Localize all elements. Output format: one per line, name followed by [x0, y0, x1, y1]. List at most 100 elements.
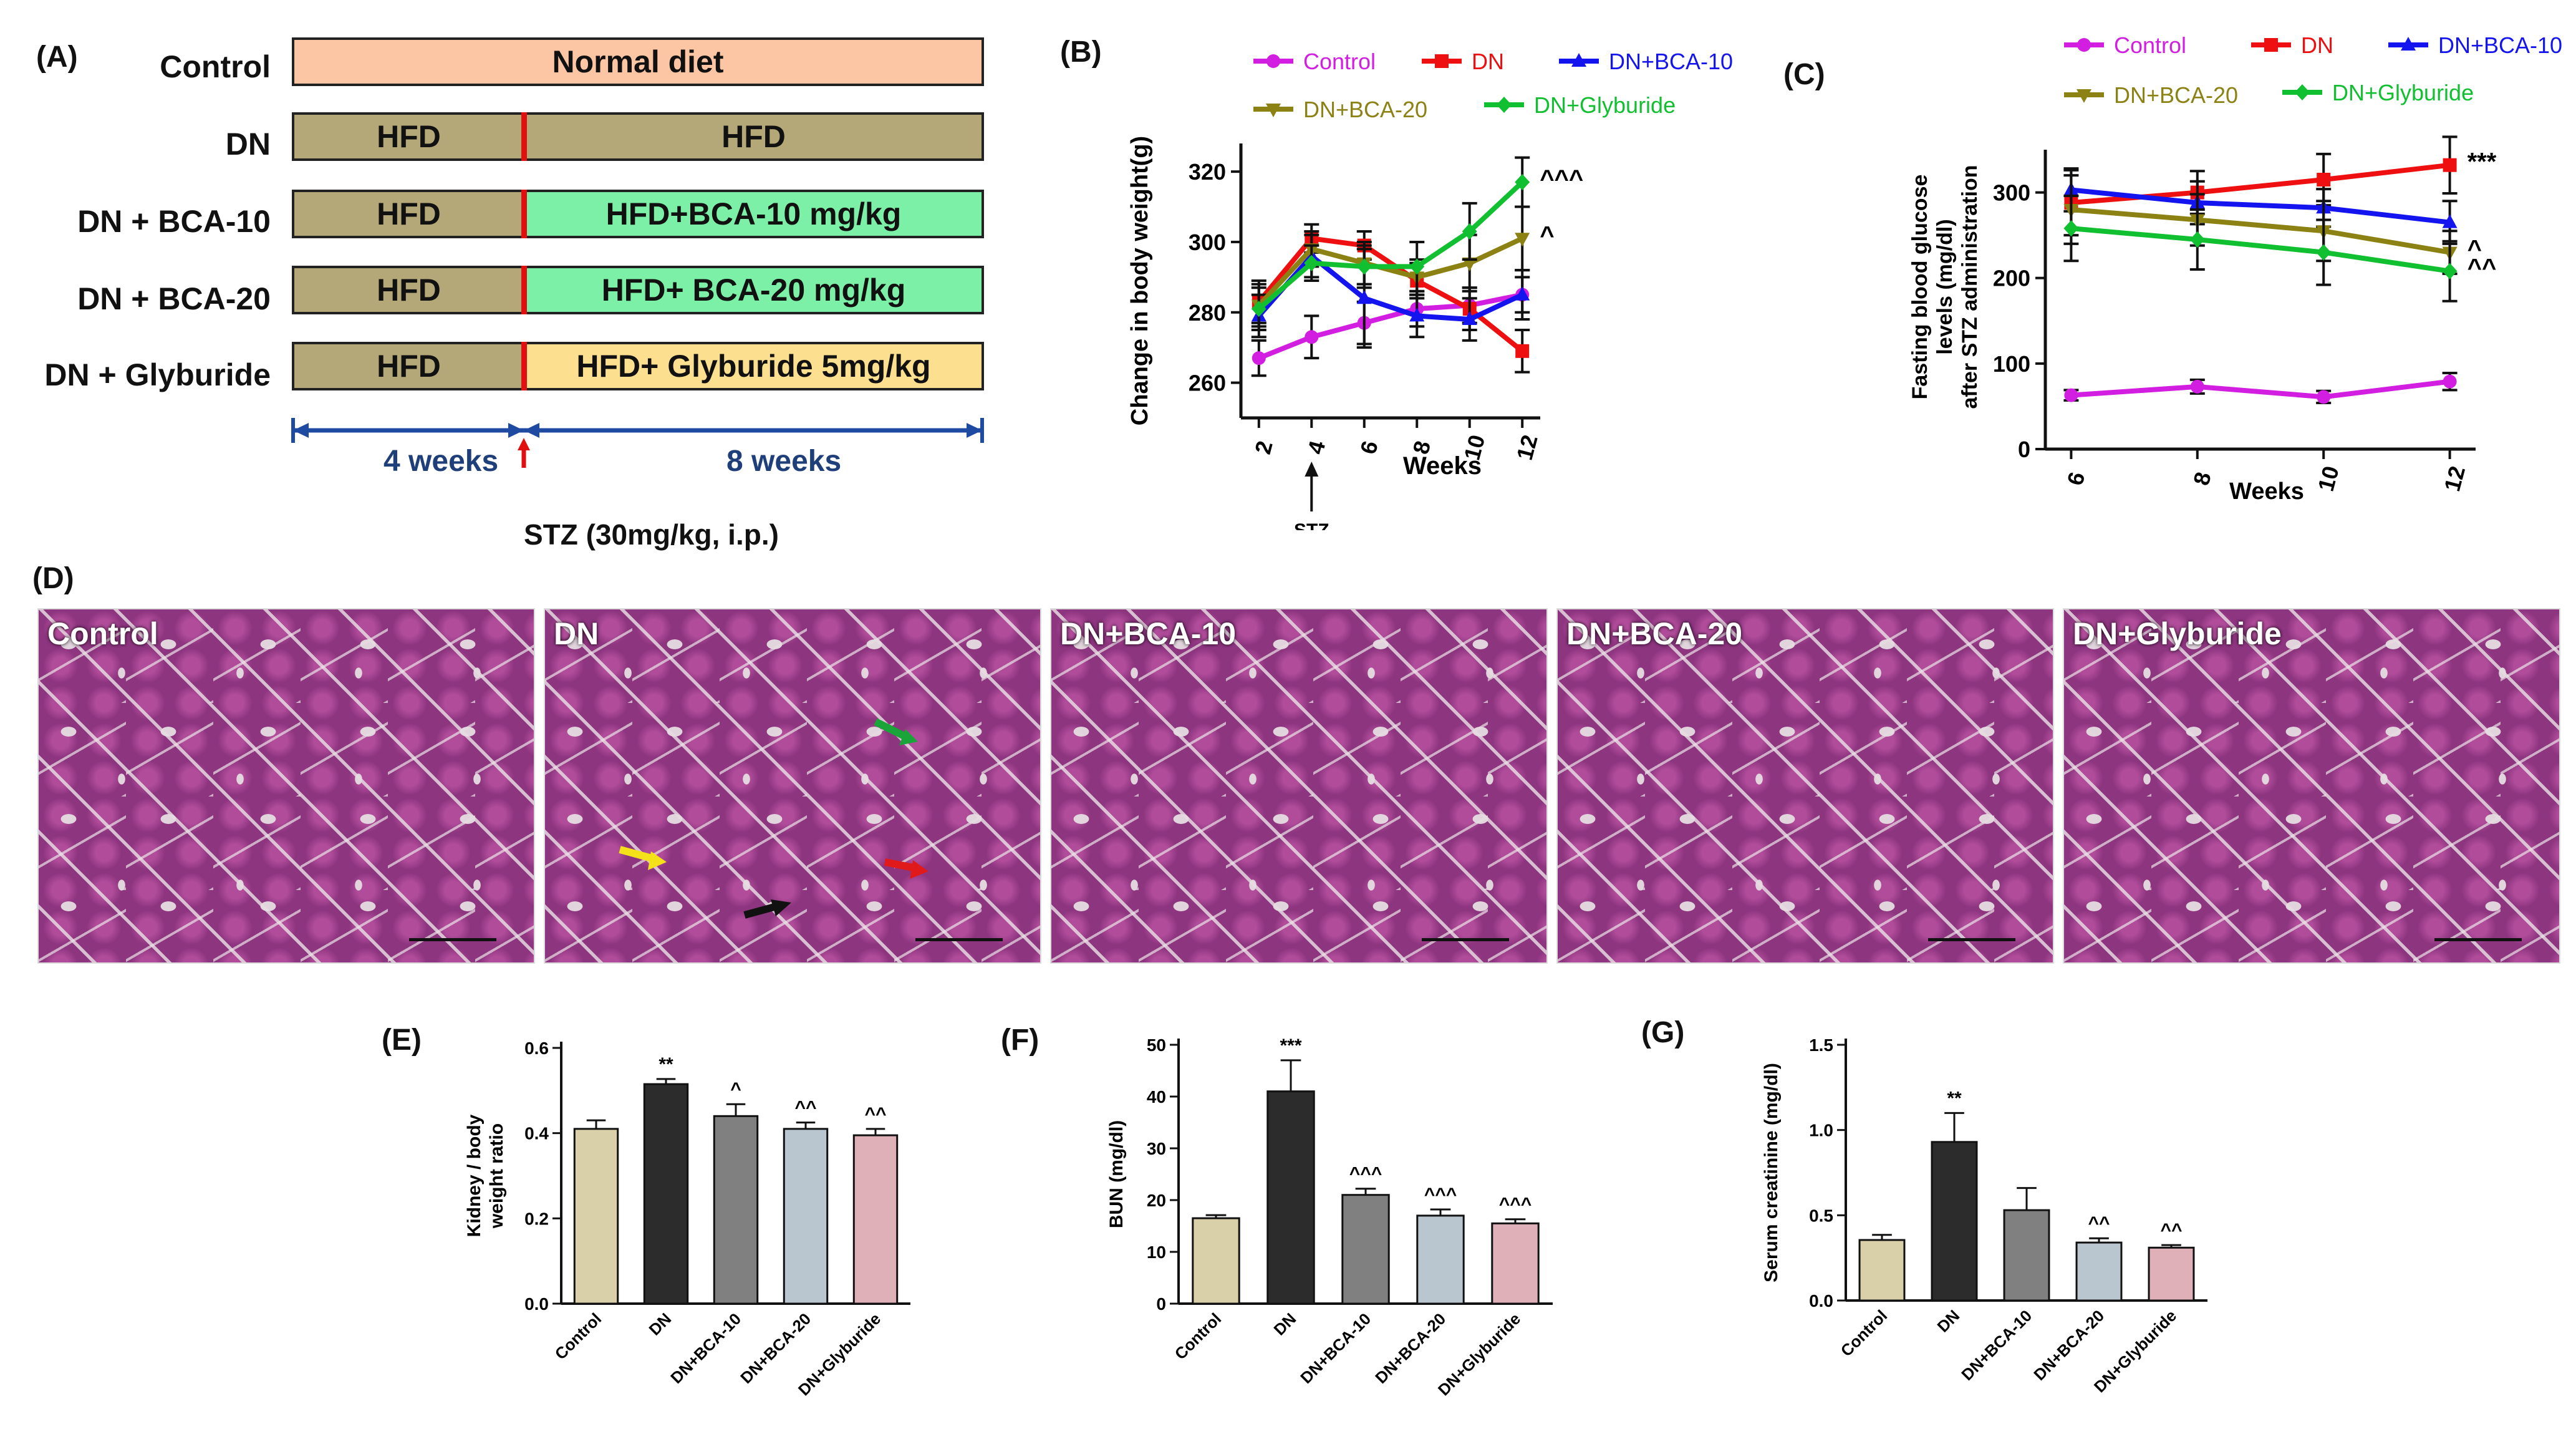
- data-point: [1462, 223, 1477, 240]
- stz-marker-glyb: [521, 342, 527, 390]
- chart-e-kidney-ratio: 0.0 0.2 0.4 0.6 Control ** DN ^ DN+BCA-10 ^^ DN+BC…: [464, 1039, 910, 1399]
- y-tick-label: 280: [1189, 300, 1226, 326]
- diet-bar-bca10-hfd: HFD: [292, 190, 526, 238]
- stz-marker-bca20: [521, 266, 527, 314]
- x-axis-title: Weeks: [1403, 452, 1482, 480]
- data-point: [2189, 231, 2205, 248]
- data-point: [1409, 308, 1425, 322]
- significance-label: ^^: [864, 1104, 886, 1125]
- data-point: [1515, 286, 1530, 301]
- yellow-arrow-icon: [619, 846, 667, 870]
- x-tick-label: DN: [1270, 1309, 1300, 1339]
- x-tick-label: Control: [1171, 1309, 1225, 1364]
- red-arrow-icon: [884, 858, 929, 879]
- y-tick-label: 200: [1993, 266, 2030, 291]
- y-tick-label: 300: [1189, 230, 1226, 255]
- row-label-dn-bca10: DN + BCA-10: [77, 204, 271, 239]
- significance-label: ***: [2467, 148, 2497, 176]
- scale-bar: [915, 938, 1003, 941]
- y-tick-label: 320: [1189, 159, 1226, 185]
- bar-Control: [573, 1128, 619, 1305]
- panel-a-label: (A): [36, 41, 78, 74]
- significance-label: ^: [1540, 221, 1554, 249]
- series-line: [2070, 187, 2451, 225]
- x-tick-label: DN+BCA-20: [736, 1309, 814, 1387]
- stz-label: STZ: [1294, 520, 1329, 530]
- diet-bar-dn-treatment: HFD: [523, 112, 984, 161]
- x-tick-label: 2: [1250, 438, 1278, 457]
- y-axis-title: Change in body weight(g): [1127, 136, 1153, 425]
- series-Control: [2063, 371, 2458, 404]
- legend-entry: DN+BCA-20: [2114, 82, 2238, 108]
- series-line: [1258, 292, 1523, 361]
- x-tick-label: Control: [1837, 1306, 1891, 1360]
- period-4-weeks: 4 weeks: [384, 445, 499, 478]
- data-point: [2316, 244, 2332, 261]
- significance-label: ^^: [2467, 254, 2497, 282]
- row-label-control: Control: [160, 49, 271, 84]
- data-point: [2442, 214, 2458, 228]
- data-point: [1251, 301, 1266, 317]
- data-point: [2317, 173, 2331, 187]
- significance-label: ***: [1280, 1035, 1301, 1056]
- chart-c-glucose: 0 100 200 300 6 8 10 12 *** ^^^ Control DN DN+BCA-10…: [1908, 32, 2562, 505]
- legend-entry: DN+BCA-20: [1303, 97, 1427, 122]
- x-tick-label: 8: [2188, 469, 2216, 488]
- legend-marker: [1266, 104, 1281, 117]
- panel-e-label: (E): [382, 1024, 422, 1057]
- legend-marker: [2077, 38, 2091, 52]
- bar-DN+BCA-20: [2075, 1241, 2123, 1302]
- lesion-arrows: [619, 718, 929, 919]
- y-tick-label: 0.5: [1809, 1206, 1833, 1225]
- diet-bar-bca10-treatment: HFD+BCA-10 mg/kg: [523, 190, 984, 238]
- legend-marker: [2077, 89, 2091, 103]
- significance-label: ^: [2467, 236, 2482, 263]
- y-axis-title: levels (mg/dl): [1933, 219, 1957, 354]
- x-tick-label: 6: [2062, 469, 2090, 488]
- x-tick-label: DN+BCA-20: [2030, 1306, 2108, 1384]
- bar-Control: [1858, 1239, 1906, 1302]
- y-tick-label: 50: [1147, 1035, 1166, 1055]
- green-arrow-icon: [874, 718, 918, 745]
- data-point: [1515, 344, 1530, 358]
- significance-label: ^^: [2160, 1220, 2182, 1241]
- histology-bca20-label: DN+BCA-20: [1566, 616, 1743, 651]
- x-tick-label: DN+BCA-20: [1371, 1309, 1449, 1387]
- series-DN+BCA-20: [2063, 174, 2458, 275]
- bar-DN+Glyburide: [852, 1134, 899, 1305]
- panel-g-label: (G): [1641, 1016, 1685, 1049]
- y-tick-label: 0.2: [524, 1209, 549, 1228]
- series-line: [2071, 379, 2451, 400]
- data-point: [1356, 290, 1372, 304]
- data-point: [1409, 258, 1425, 275]
- bar-DN+BCA-10: [1341, 1194, 1390, 1305]
- histology-bca10-label: DN+BCA-10: [1060, 616, 1237, 651]
- data-point: [1252, 351, 1266, 366]
- stz-marker-dn: [521, 112, 527, 161]
- significance-label: ^^^: [1349, 1164, 1382, 1185]
- significance-label: ^: [730, 1079, 741, 1100]
- significance-label: ^^: [794, 1098, 816, 1118]
- bar-DN+Glyburide: [1491, 1222, 1540, 1305]
- y-axis-title: BUN (mg/dl): [1106, 1120, 1127, 1228]
- histology-glyb-label: DN+Glyburide: [2073, 616, 2282, 651]
- bar-DN: [1931, 1141, 1978, 1302]
- panel-c-label: (C): [1783, 58, 1825, 91]
- x-tick-label: 6: [1355, 438, 1383, 457]
- y-tick-label: 0: [2018, 437, 2030, 462]
- x-tick-label: DN+BCA-10: [1296, 1309, 1374, 1387]
- significance-label: **: [658, 1054, 673, 1075]
- diet-bar-dn-hfd: HFD: [292, 112, 526, 161]
- data-point: [2190, 379, 2204, 394]
- x-tick-label: 10: [2313, 463, 2344, 494]
- y-axis-title: Fasting blood glucose: [1908, 175, 1932, 400]
- x-axis-title: Weeks: [2229, 478, 2304, 505]
- legend-marker: [2295, 84, 2310, 100]
- y-tick-label: 260: [1189, 371, 1226, 396]
- series-line: [2071, 207, 2451, 255]
- y-tick-label: 0.0: [524, 1294, 549, 1314]
- panel-d-label: (D): [32, 562, 74, 595]
- bar-DN+BCA-10: [713, 1115, 759, 1305]
- bar-DN+Glyburide: [2148, 1246, 2195, 1302]
